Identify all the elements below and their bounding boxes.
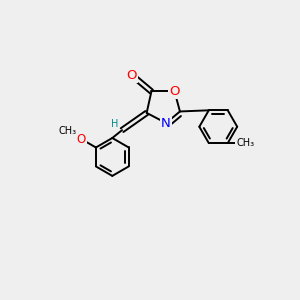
Text: N: N: [161, 116, 171, 130]
Text: O: O: [127, 69, 137, 82]
Text: CH₃: CH₃: [236, 138, 254, 148]
Text: O: O: [77, 133, 86, 146]
Text: CH₃: CH₃: [58, 126, 76, 136]
Text: H: H: [111, 119, 118, 129]
Text: O: O: [169, 85, 180, 98]
